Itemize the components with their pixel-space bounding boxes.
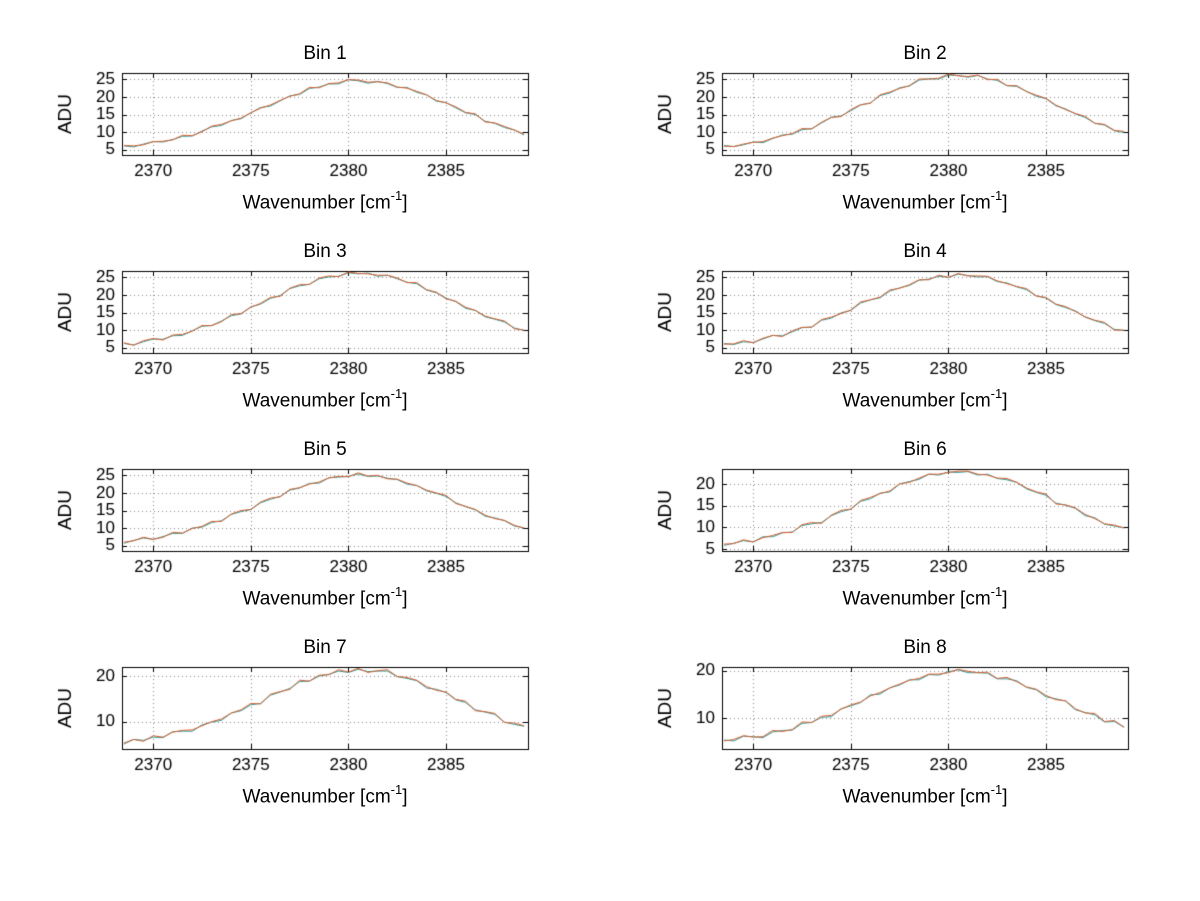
subplot-bin-8: Bin 8 Wavenumber [cm-1] — [600, 634, 1200, 832]
x-axis-label: Wavenumber [cm-1] — [122, 584, 528, 610]
x-axis-label-close: ] — [1002, 786, 1008, 808]
x-axis-label-close: ] — [402, 786, 408, 808]
subplot-bin-5: Bin 5 Wavenumber [cm-1] — [0, 436, 600, 634]
plot-title: Bin 6 — [903, 439, 947, 460]
x-axis-label: Wavenumber [cm-1] — [122, 386, 528, 412]
x-axis-label-close: ] — [402, 192, 408, 214]
x-axis-label: Wavenumber [cm-1] — [722, 782, 1128, 808]
x-axis-label-close: ] — [1002, 192, 1008, 214]
x-axis-label-exponent: -1 — [390, 782, 403, 797]
x-axis-label-exponent: -1 — [390, 188, 403, 203]
subplot-bin-7: Bin 7 Wavenumber [cm-1] — [0, 634, 600, 832]
plot-canvas — [650, 265, 1150, 385]
x-axis-label-close: ] — [1002, 588, 1008, 610]
x-axis-label-close: ] — [1002, 390, 1008, 412]
subplot-bin-3: Bin 3 Wavenumber [cm-1] — [0, 238, 600, 436]
x-axis-label-text: Wavenumber [cm — [242, 390, 391, 412]
x-axis-label: Wavenumber [cm-1] — [122, 782, 528, 808]
plot-canvas — [50, 463, 550, 583]
subplot-bin-2: Bin 2 Wavenumber [cm-1] — [600, 40, 1200, 238]
x-axis-label-text: Wavenumber [cm — [242, 192, 391, 214]
x-axis-label-close: ] — [402, 588, 408, 610]
plot-canvas — [50, 67, 550, 187]
plot-canvas — [650, 463, 1150, 583]
plot-canvas — [50, 265, 550, 385]
plot-title: Bin 1 — [303, 43, 347, 64]
subplot-bin-1: Bin 1 Wavenumber [cm-1] — [0, 40, 600, 238]
x-axis-label-exponent: -1 — [390, 584, 403, 599]
plot-title: Bin 8 — [903, 637, 947, 658]
x-axis-label-text: Wavenumber [cm — [842, 390, 991, 412]
plot-title: Bin 7 — [303, 637, 347, 658]
subplot-bin-4: Bin 4 Wavenumber [cm-1] — [600, 238, 1200, 436]
x-axis-label-text: Wavenumber [cm — [242, 588, 391, 610]
x-axis-label-text: Wavenumber [cm — [842, 192, 991, 214]
x-axis-label-text: Wavenumber [cm — [242, 786, 391, 808]
x-axis-label-close: ] — [402, 390, 408, 412]
plot-canvas — [650, 661, 1150, 781]
x-axis-label-text: Wavenumber [cm — [842, 786, 991, 808]
x-axis-label: Wavenumber [cm-1] — [722, 386, 1128, 412]
plot-canvas — [50, 661, 550, 781]
subplot-bin-6: Bin 6 Wavenumber [cm-1] — [600, 436, 1200, 634]
x-axis-label-exponent: -1 — [990, 386, 1003, 401]
x-axis-label-exponent: -1 — [990, 188, 1003, 203]
x-axis-label: Wavenumber [cm-1] — [722, 584, 1128, 610]
plot-title: Bin 2 — [903, 43, 947, 64]
plot-title: Bin 5 — [303, 439, 347, 460]
plot-title: Bin 3 — [303, 241, 347, 262]
plot-canvas — [650, 67, 1150, 187]
x-axis-label-exponent: -1 — [990, 782, 1003, 797]
x-axis-label-exponent: -1 — [990, 584, 1003, 599]
x-axis-label-text: Wavenumber [cm — [842, 588, 991, 610]
x-axis-label-exponent: -1 — [390, 386, 403, 401]
x-axis-label: Wavenumber [cm-1] — [722, 188, 1128, 214]
x-axis-label: Wavenumber [cm-1] — [122, 188, 528, 214]
plot-title: Bin 4 — [903, 241, 947, 262]
